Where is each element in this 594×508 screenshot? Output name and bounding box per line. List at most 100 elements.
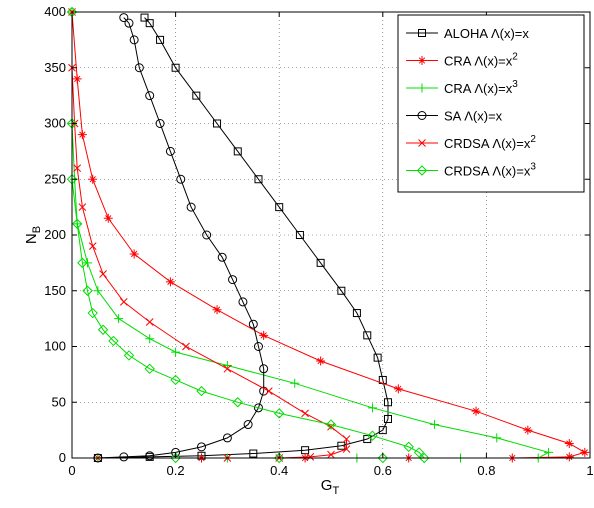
data-point	[77, 130, 87, 140]
data-point	[273, 408, 285, 419]
data-point	[373, 353, 382, 362]
data-point	[306, 453, 315, 461]
x-tick-label: 0.8	[477, 463, 495, 478]
legend-label: SA Λ(x)=x	[444, 109, 503, 124]
legend-label: CRA Λ(x)=x3	[444, 79, 518, 96]
data-point	[129, 35, 139, 45]
series-3	[93, 13, 269, 463]
data-point	[259, 386, 269, 396]
data-point	[73, 164, 82, 172]
data-point	[254, 175, 263, 184]
data-point	[129, 249, 139, 259]
data-point	[342, 445, 351, 453]
data-point	[72, 74, 82, 84]
legend: ALOHA Λ(x)=x CRA Λ(x)=x2 CRA Λ(x)=x3 SA Λ(x…	[397, 14, 585, 193]
data-point	[403, 441, 414, 453]
series-line	[97, 17, 265, 459]
data-point	[145, 19, 154, 28]
data-point	[264, 387, 273, 395]
data-point	[232, 397, 243, 408]
legend-entry: CRDSA Λ(x)=x3	[406, 162, 536, 179]
data-point	[544, 447, 554, 457]
series-line	[71, 12, 347, 459]
legend-marker	[417, 56, 427, 65]
legend-entry: CRDSA Λ(x)=x2	[406, 134, 536, 151]
data-point	[413, 447, 425, 458]
data-point	[182, 342, 190, 351]
data-point	[273, 452, 285, 464]
data-point	[103, 213, 113, 223]
data-point	[87, 307, 98, 319]
data-point	[259, 364, 269, 374]
data-point	[156, 35, 165, 44]
data-point	[383, 414, 392, 423]
data-point	[492, 433, 502, 443]
data-point	[253, 403, 263, 413]
data-point	[176, 174, 186, 184]
data-point	[259, 330, 269, 340]
data-point	[93, 286, 103, 296]
legend-marker	[417, 111, 427, 120]
data-point	[82, 285, 93, 296]
y-tick-label: 150	[44, 283, 66, 298]
data-point	[88, 242, 97, 251]
data-point	[325, 419, 337, 430]
data-point	[352, 309, 361, 318]
data-point	[213, 119, 222, 128]
data-point	[88, 174, 98, 184]
data-point	[223, 364, 232, 373]
y-tick-label: 200	[44, 227, 66, 242]
data-point	[165, 146, 175, 156]
data-point	[377, 452, 389, 464]
data-point	[145, 318, 154, 326]
data-point	[342, 435, 351, 443]
data-point	[119, 298, 128, 306]
series-5	[66, 6, 430, 464]
legend-label: ALOHA Λ(x)=x	[444, 26, 529, 41]
data-point	[378, 426, 387, 435]
data-point	[523, 425, 533, 435]
data-point	[192, 91, 201, 100]
data-point	[155, 119, 165, 128]
data-point	[301, 409, 309, 418]
x-tick-label: 0	[68, 463, 75, 478]
data-point	[430, 420, 440, 430]
legend-label: CRDSA Λ(x)=x3	[444, 162, 536, 179]
data-point	[275, 203, 284, 212]
data-point	[145, 451, 155, 461]
legend-entry: SA Λ(x)=x	[406, 109, 503, 124]
legend-marker	[416, 165, 428, 176]
data-point	[197, 442, 206, 452]
data-point	[327, 450, 335, 459]
y-tick-label: 100	[44, 339, 66, 354]
data-point	[108, 335, 119, 347]
ticks: 0 0.2 0.4 0.6 0.8 1 0 50 100 150 200 250 300 350 400	[44, 4, 593, 478]
data-point	[78, 203, 87, 211]
data-point	[564, 439, 574, 449]
legend-marker	[418, 29, 426, 37]
data-point	[580, 447, 590, 457]
series-line	[71, 12, 426, 459]
y-tick-label: 350	[44, 60, 66, 75]
data-point	[170, 374, 181, 386]
data-point	[165, 277, 175, 287]
y-tick-label: 0	[59, 450, 66, 465]
data-point	[124, 18, 134, 28]
data-point	[393, 384, 403, 394]
data-point	[71, 218, 83, 230]
data-point	[140, 13, 149, 22]
data-point	[419, 452, 430, 464]
legend-label: CRA Λ(x)=x2	[444, 52, 518, 69]
data-point	[222, 433, 232, 443]
legend-entry: CRA Λ(x)=x3	[406, 79, 518, 96]
data-point	[212, 305, 222, 315]
data-point	[249, 449, 258, 458]
legend-box	[397, 14, 585, 193]
y-tick-label: 50	[52, 394, 66, 409]
data-point	[471, 406, 481, 416]
data-point	[171, 63, 180, 72]
data-point	[367, 403, 377, 413]
data-point	[196, 385, 207, 397]
data-point	[119, 13, 129, 23]
legend-entry: ALOHA Λ(x)=x	[406, 26, 529, 41]
